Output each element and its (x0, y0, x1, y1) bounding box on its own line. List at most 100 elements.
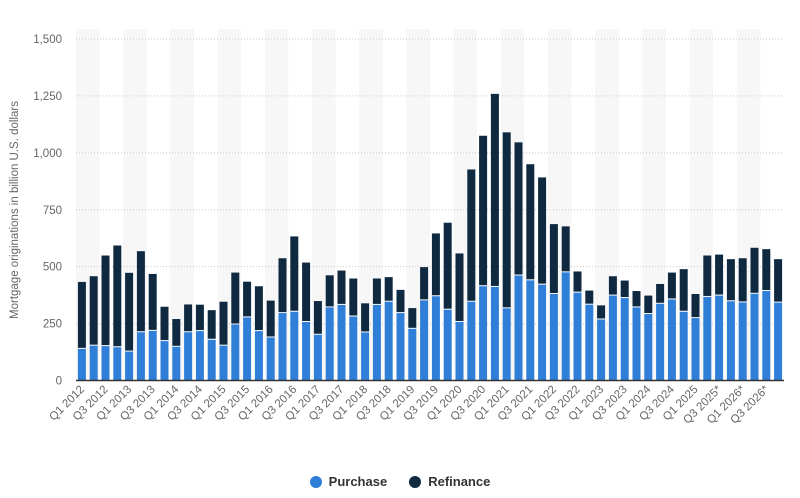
bar-refinance (254, 286, 263, 331)
refinance-swatch-icon (409, 475, 422, 488)
bar-purchase (243, 317, 252, 381)
bar-purchase (738, 302, 747, 381)
bar-purchase (148, 330, 157, 381)
bar-purchase (656, 303, 665, 381)
bar-refinance (573, 271, 582, 292)
bar-refinance (561, 226, 570, 272)
bar-refinance (136, 251, 145, 332)
bar-purchase (644, 314, 653, 381)
bar-purchase (750, 293, 759, 381)
bar-purchase (349, 316, 358, 381)
bar-refinance (195, 304, 204, 331)
y-tick-label: 0 (56, 376, 62, 388)
bar-refinance (750, 247, 759, 293)
bar-refinance (219, 301, 228, 345)
bar-purchase (184, 332, 193, 381)
bar-purchase (337, 304, 346, 381)
bar-purchase (620, 298, 629, 381)
bar-refinance (148, 273, 157, 330)
y-tick-label: 1,500 (33, 34, 62, 46)
bar-refinance (337, 270, 346, 304)
bar-refinance (479, 135, 488, 286)
bar-refinance (384, 277, 393, 301)
bar-purchase (266, 337, 275, 381)
bar-refinance (184, 304, 193, 332)
bar-purchase (101, 346, 110, 381)
bar-refinance (514, 142, 523, 275)
bar-purchase (207, 339, 216, 381)
bar-purchase (443, 309, 452, 381)
bar-refinance (549, 224, 558, 293)
bar-purchase (632, 307, 641, 381)
bar-purchase (703, 296, 712, 381)
bar-refinance (667, 272, 676, 299)
bar-purchase (113, 347, 122, 381)
bar-purchase (608, 295, 617, 381)
bar-refinance (302, 262, 311, 321)
bar-purchase (77, 348, 86, 381)
bar-refinance (77, 281, 86, 348)
bar-refinance (207, 310, 216, 339)
bar-refinance (502, 132, 511, 308)
bar-refinance (361, 303, 370, 332)
bar-refinance (243, 281, 252, 317)
bar-refinance (774, 259, 783, 302)
bar-purchase (384, 301, 393, 381)
bar-purchase (715, 295, 724, 381)
bar-purchase (172, 346, 181, 381)
bar-refinance (490, 93, 499, 286)
bar-refinance (538, 177, 547, 284)
bar-purchase (420, 300, 429, 381)
bar-purchase (691, 318, 700, 381)
bar-purchase (774, 302, 783, 381)
bar-refinance (172, 319, 181, 346)
bar-refinance (762, 249, 771, 291)
bar-refinance (715, 254, 724, 295)
bar-refinance (703, 255, 712, 296)
bar-purchase (254, 331, 263, 381)
bar-purchase (408, 328, 417, 381)
y-tick-label: 250 (43, 319, 62, 331)
bar-refinance (420, 267, 429, 300)
bar-purchase (502, 308, 511, 381)
bar-refinance (443, 222, 452, 309)
legend-item-refinance[interactable]: Refinance (409, 474, 490, 489)
bar-purchase (585, 304, 594, 381)
bar-purchase (160, 341, 169, 381)
legend-item-purchase[interactable]: Purchase (309, 474, 388, 489)
bar-refinance (113, 245, 122, 347)
bar-refinance (231, 272, 240, 324)
y-axis-title: Mortgage originations in billion U.S. do… (9, 101, 21, 319)
y-tick-label: 500 (43, 262, 62, 274)
bar-refinance (396, 289, 405, 313)
bar-refinance (526, 164, 535, 280)
y-tick-label: 1,250 (33, 91, 62, 103)
bar-purchase (467, 301, 476, 381)
bar-purchase (372, 304, 381, 381)
bar-refinance (738, 258, 747, 302)
bar-purchase (526, 280, 535, 381)
purchase-swatch-icon (309, 475, 322, 488)
bar-refinance (691, 293, 700, 318)
bar-purchase (219, 345, 228, 381)
bar-refinance (408, 308, 417, 328)
bar-purchase (726, 301, 735, 381)
bar-refinance (349, 278, 358, 316)
y-tick-label: 1,000 (33, 148, 62, 160)
bar-purchase (597, 319, 606, 381)
bar-refinance (656, 283, 665, 303)
bar-purchase (125, 351, 134, 381)
bar-refinance (125, 272, 134, 351)
bar-purchase (538, 284, 547, 381)
bar-refinance (290, 236, 299, 311)
bar-purchase (231, 324, 240, 381)
legend-label-purchase: Purchase (328, 474, 388, 489)
bar-purchase (290, 311, 299, 381)
bar-refinance (644, 295, 653, 314)
bar-refinance (467, 169, 476, 301)
bar-purchase (278, 313, 287, 381)
bar-refinance (726, 259, 735, 301)
bar-refinance (266, 300, 275, 337)
bar-refinance (455, 253, 464, 321)
bar-refinance (325, 275, 334, 307)
